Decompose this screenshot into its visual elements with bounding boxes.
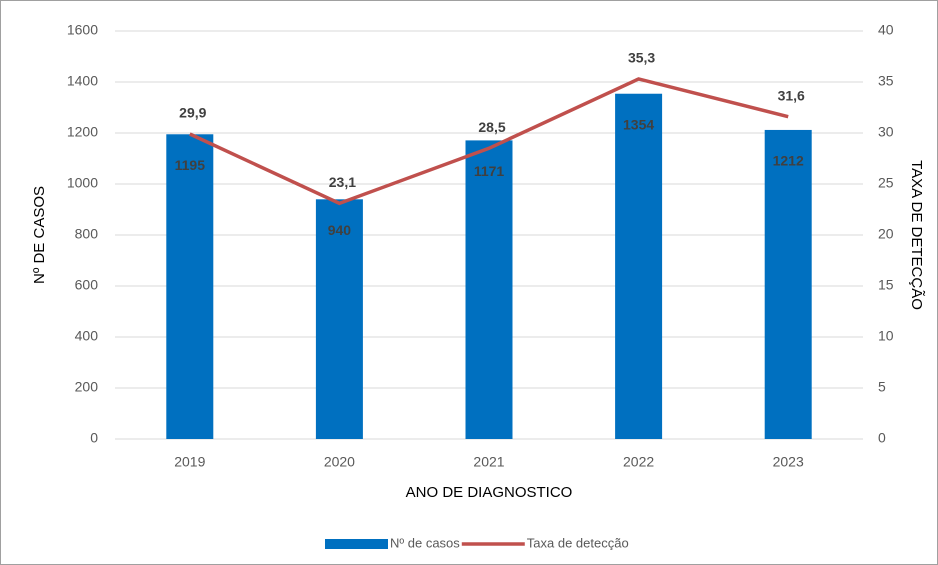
legend-label: Taxa de detecção xyxy=(527,535,629,550)
bar-value-label: 1354 xyxy=(623,116,654,132)
y-tick-label: 600 xyxy=(75,277,99,293)
line-value-label: 31,6 xyxy=(778,87,805,103)
y2-tick-label: 25 xyxy=(878,175,894,191)
line-value-label: 29,9 xyxy=(179,105,206,121)
y2-tick-label: 35 xyxy=(878,73,894,89)
x-tick-label: 2021 xyxy=(473,454,504,470)
legend-label: Nº de casos xyxy=(390,535,460,550)
bar xyxy=(615,93,663,439)
y-tick-label: 1600 xyxy=(67,22,98,38)
y-tick-label: 1000 xyxy=(67,175,98,191)
y-axis-title: Nº DE CASOS xyxy=(31,186,48,284)
y2-tick-label: 20 xyxy=(878,226,894,242)
y2-tick-label: 30 xyxy=(878,124,894,140)
bar xyxy=(465,140,513,439)
line-value-label: 35,3 xyxy=(628,50,655,66)
line xyxy=(189,77,789,206)
y-tick-label: 1200 xyxy=(67,124,98,140)
y-tick-label: 0 xyxy=(90,430,98,446)
y2-tick-label: 5 xyxy=(878,379,886,395)
y2-axis-title: TAXA DE DETECÇÃO xyxy=(908,160,925,310)
legend-swatch xyxy=(325,539,388,549)
bar xyxy=(315,199,363,439)
line-value-label: 28,5 xyxy=(478,119,505,135)
y-tick-label: 1400 xyxy=(67,73,98,89)
bar-value-label: 1171 xyxy=(474,163,505,179)
y2-tick-label: 40 xyxy=(878,22,894,38)
y-tick-label: 800 xyxy=(75,226,99,242)
y2-tick-label: 15 xyxy=(878,277,894,293)
x-axis-title: ANO DE DIAGNOSTICO xyxy=(406,484,573,501)
x-tick-label: 2023 xyxy=(773,454,804,470)
x-tick-label: 2019 xyxy=(174,454,205,470)
bar-value-label: 940 xyxy=(328,222,352,238)
bar-value-label: 1212 xyxy=(773,153,804,169)
y-tick-label: 400 xyxy=(75,328,99,344)
bar-value-label: 1195 xyxy=(175,157,206,173)
x-tick-label: 2022 xyxy=(623,454,654,470)
bar xyxy=(166,134,214,439)
y-tick-label: 200 xyxy=(75,379,99,395)
x-tick-label: 2020 xyxy=(324,454,355,470)
y2-tick-label: 10 xyxy=(878,328,894,344)
line-value-label: 23,1 xyxy=(329,174,356,190)
bar xyxy=(764,129,812,439)
y2-tick-label: 0 xyxy=(878,430,886,446)
